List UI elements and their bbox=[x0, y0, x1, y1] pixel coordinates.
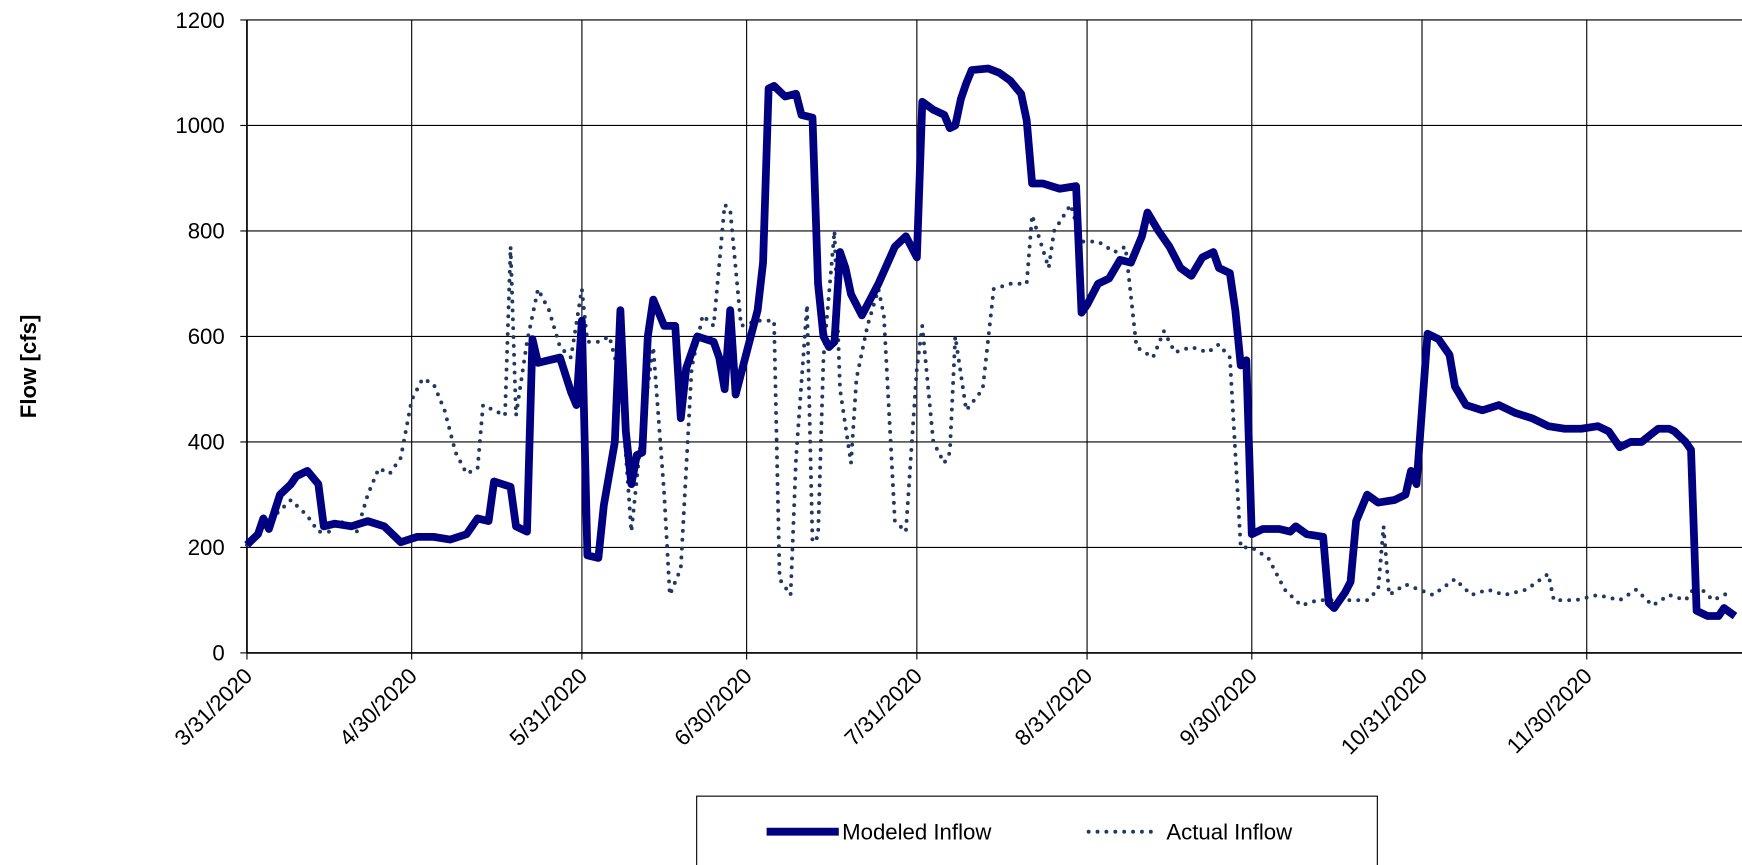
series-line bbox=[244, 64, 1738, 620]
x-tick-label: 6/30/2020 bbox=[669, 663, 756, 750]
y-axis-label: Flow [cfs] bbox=[16, 315, 41, 419]
legend-label: Actual Inflow bbox=[1166, 819, 1293, 844]
x-tick-label: 10/31/2020 bbox=[1336, 663, 1432, 759]
y-tick-label: 1200 bbox=[175, 8, 224, 33]
x-tick-label: 8/31/2020 bbox=[1010, 663, 1097, 750]
legend-label: Modeled Inflow bbox=[842, 819, 992, 844]
legend: Modeled Inflow Actual Inflow bbox=[696, 795, 1378, 865]
series-line bbox=[245, 199, 1732, 608]
x-tick-label: 11/30/2020 bbox=[1502, 663, 1597, 758]
y-tick-label: 400 bbox=[188, 430, 225, 455]
x-tick-label: 7/31/2020 bbox=[840, 663, 927, 750]
x-tick-label: 3/31/2020 bbox=[170, 663, 257, 750]
y-tick-label: 600 bbox=[188, 324, 225, 349]
y-tick-label: 200 bbox=[188, 535, 225, 560]
y-tick-label: 800 bbox=[188, 219, 225, 244]
x-tick-label: 9/30/2020 bbox=[1175, 663, 1262, 750]
x-tick-label: 4/30/2020 bbox=[334, 663, 421, 750]
y-tick-label: 0 bbox=[212, 641, 224, 666]
plot-area bbox=[240, 19, 1742, 660]
x-tick-label: 5/31/2020 bbox=[505, 663, 592, 750]
y-tick-label: 1000 bbox=[175, 113, 224, 138]
